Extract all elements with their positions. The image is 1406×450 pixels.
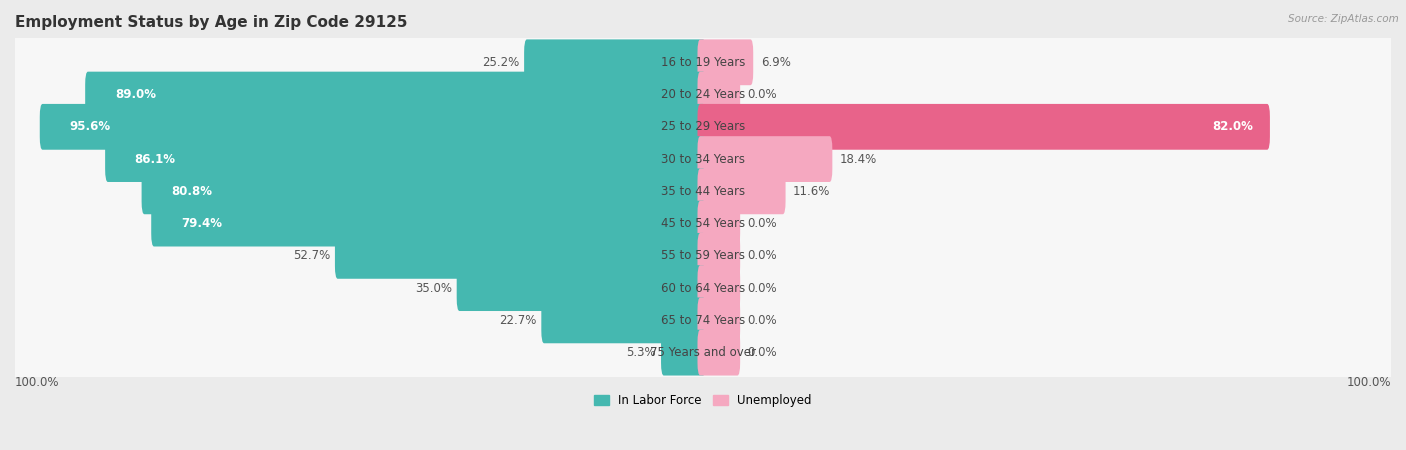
Text: 45 to 54 Years: 45 to 54 Years — [661, 217, 745, 230]
FancyBboxPatch shape — [10, 118, 1396, 200]
Text: 79.4%: 79.4% — [181, 217, 222, 230]
Text: Source: ZipAtlas.com: Source: ZipAtlas.com — [1288, 14, 1399, 23]
FancyBboxPatch shape — [10, 215, 1396, 297]
Text: 100.0%: 100.0% — [1347, 376, 1391, 389]
FancyBboxPatch shape — [697, 40, 754, 85]
Text: 100.0%: 100.0% — [15, 376, 59, 389]
FancyBboxPatch shape — [10, 280, 1396, 361]
Text: 25.2%: 25.2% — [482, 56, 519, 69]
FancyBboxPatch shape — [457, 265, 706, 311]
Text: 5.3%: 5.3% — [627, 346, 657, 359]
FancyBboxPatch shape — [524, 40, 706, 85]
Text: 16 to 19 Years: 16 to 19 Years — [661, 56, 745, 69]
Text: 35.0%: 35.0% — [415, 282, 451, 295]
FancyBboxPatch shape — [697, 168, 786, 214]
FancyBboxPatch shape — [11, 87, 1399, 168]
FancyBboxPatch shape — [10, 183, 1396, 264]
Text: 0.0%: 0.0% — [748, 346, 778, 359]
FancyBboxPatch shape — [86, 72, 706, 117]
FancyBboxPatch shape — [11, 313, 1399, 394]
FancyBboxPatch shape — [10, 248, 1396, 329]
Text: 6.9%: 6.9% — [761, 56, 790, 69]
FancyBboxPatch shape — [10, 312, 1396, 393]
Legend: In Labor Force, Unemployed: In Labor Force, Unemployed — [589, 389, 817, 412]
FancyBboxPatch shape — [697, 201, 740, 247]
FancyBboxPatch shape — [11, 248, 1399, 330]
FancyBboxPatch shape — [152, 201, 706, 247]
Text: 80.8%: 80.8% — [172, 185, 212, 198]
FancyBboxPatch shape — [697, 104, 1270, 150]
Text: 75 Years and over: 75 Years and over — [650, 346, 756, 359]
Text: 0.0%: 0.0% — [748, 249, 778, 262]
FancyBboxPatch shape — [541, 297, 706, 343]
Text: 86.1%: 86.1% — [135, 153, 176, 166]
Text: 25 to 29 Years: 25 to 29 Years — [661, 120, 745, 133]
Text: 0.0%: 0.0% — [748, 282, 778, 295]
Text: 52.7%: 52.7% — [292, 249, 330, 262]
FancyBboxPatch shape — [697, 265, 740, 311]
FancyBboxPatch shape — [142, 168, 706, 214]
FancyBboxPatch shape — [11, 55, 1399, 136]
FancyBboxPatch shape — [335, 233, 706, 279]
Text: 89.0%: 89.0% — [115, 88, 156, 101]
Text: 0.0%: 0.0% — [748, 314, 778, 327]
FancyBboxPatch shape — [10, 54, 1396, 135]
Text: 95.6%: 95.6% — [69, 120, 111, 133]
FancyBboxPatch shape — [10, 151, 1396, 232]
FancyBboxPatch shape — [11, 216, 1399, 297]
FancyBboxPatch shape — [697, 330, 740, 376]
Text: 35 to 44 Years: 35 to 44 Years — [661, 185, 745, 198]
FancyBboxPatch shape — [697, 136, 832, 182]
Text: 60 to 64 Years: 60 to 64 Years — [661, 282, 745, 295]
Text: 55 to 59 Years: 55 to 59 Years — [661, 249, 745, 262]
Text: 18.4%: 18.4% — [839, 153, 877, 166]
FancyBboxPatch shape — [11, 119, 1399, 201]
FancyBboxPatch shape — [697, 297, 740, 343]
FancyBboxPatch shape — [105, 136, 706, 182]
FancyBboxPatch shape — [10, 22, 1396, 103]
FancyBboxPatch shape — [661, 330, 706, 376]
Text: 0.0%: 0.0% — [748, 217, 778, 230]
FancyBboxPatch shape — [697, 233, 740, 279]
FancyBboxPatch shape — [11, 22, 1399, 104]
FancyBboxPatch shape — [10, 86, 1396, 167]
FancyBboxPatch shape — [11, 152, 1399, 233]
Text: 82.0%: 82.0% — [1212, 120, 1253, 133]
Text: 30 to 34 Years: 30 to 34 Years — [661, 153, 745, 166]
FancyBboxPatch shape — [39, 104, 706, 150]
FancyBboxPatch shape — [697, 72, 740, 117]
FancyBboxPatch shape — [11, 184, 1399, 265]
Text: 11.6%: 11.6% — [793, 185, 831, 198]
Text: 65 to 74 Years: 65 to 74 Years — [661, 314, 745, 327]
Text: Employment Status by Age in Zip Code 29125: Employment Status by Age in Zip Code 291… — [15, 15, 408, 30]
Text: 20 to 24 Years: 20 to 24 Years — [661, 88, 745, 101]
FancyBboxPatch shape — [11, 281, 1399, 362]
Text: 22.7%: 22.7% — [499, 314, 537, 327]
Text: 0.0%: 0.0% — [748, 88, 778, 101]
